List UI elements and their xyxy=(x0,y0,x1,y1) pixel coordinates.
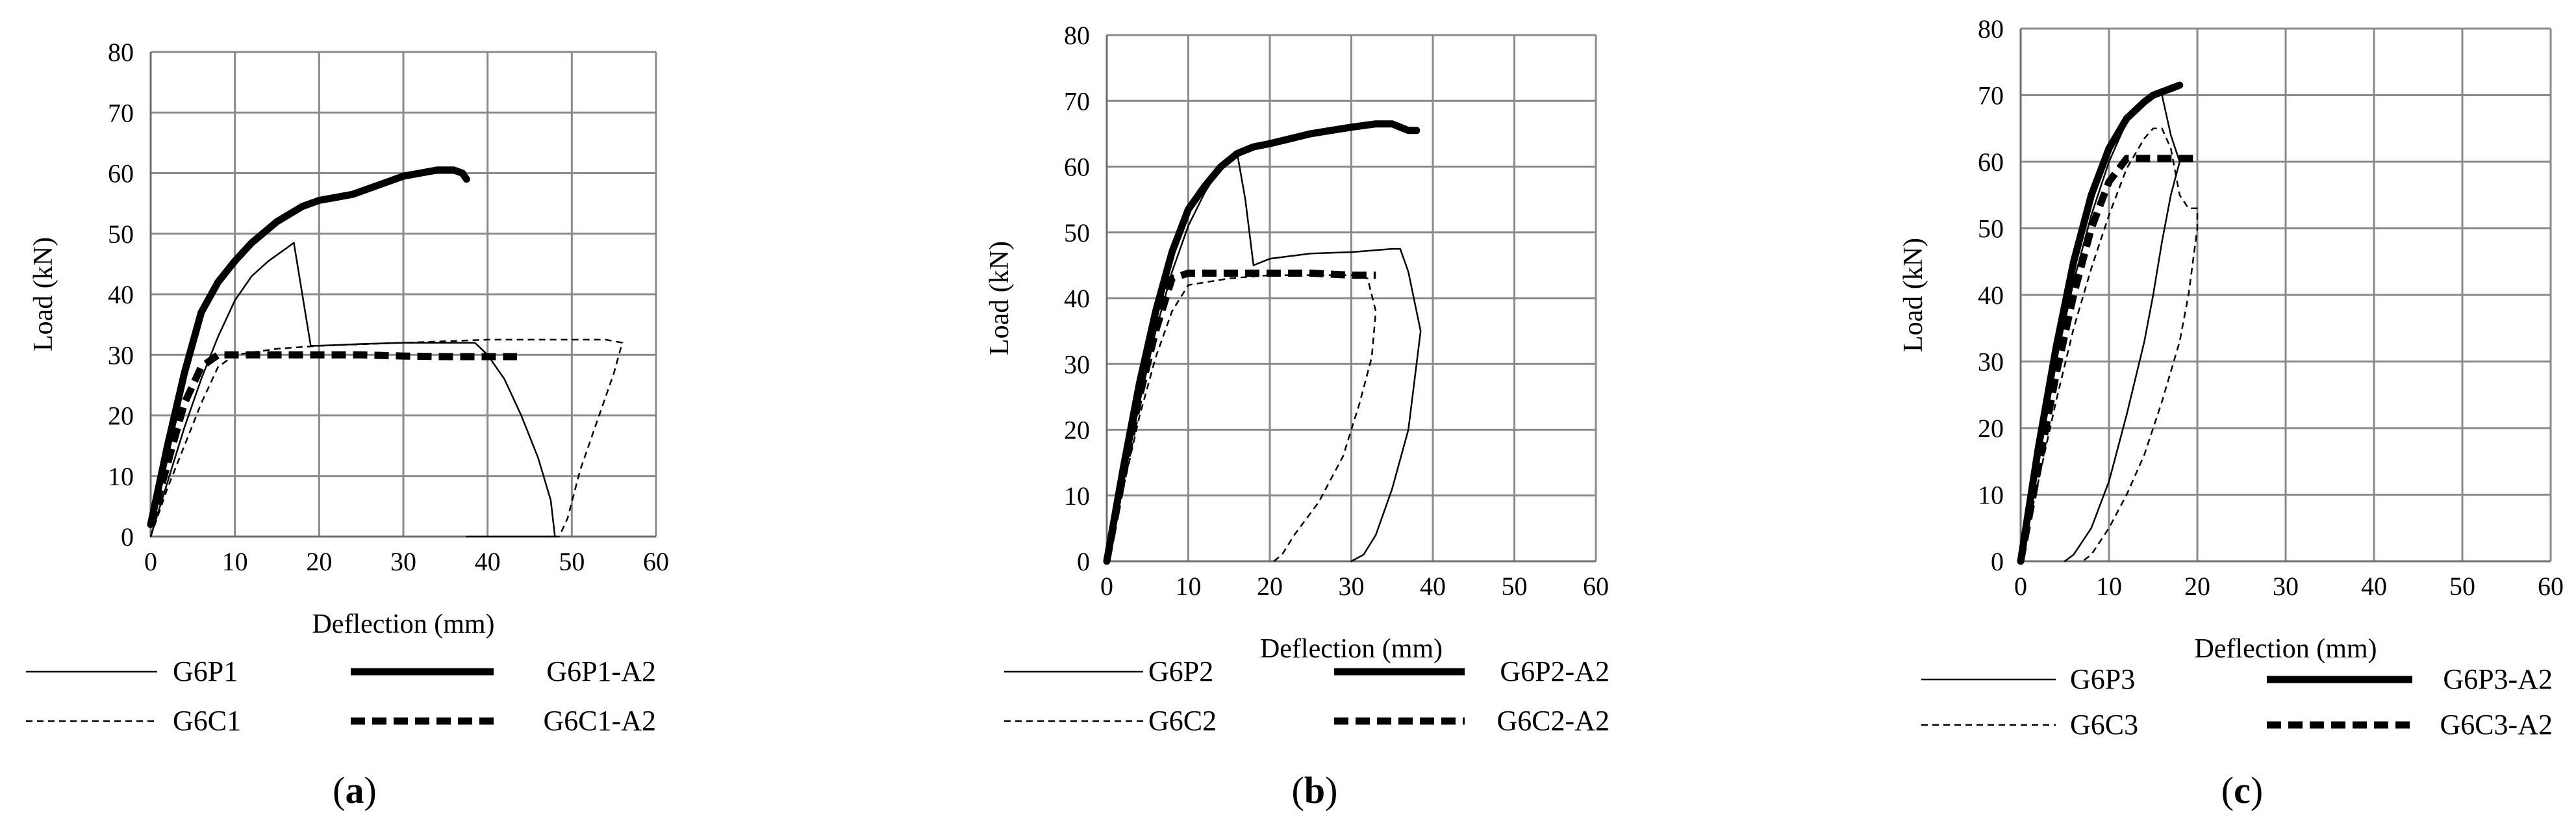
series-line-g6p1 xyxy=(149,242,556,538)
panel-label: (a) xyxy=(333,769,377,811)
y-axis-title: Load (kN) xyxy=(29,237,58,351)
x-tick-label: 30 xyxy=(1339,572,1365,601)
y-tick-label: 40 xyxy=(1978,281,2004,310)
chart-panel-b: 0 10 20 30 40 50 60 0 10 20 30 40 50 60 70 80 Deflection… xyxy=(985,21,1610,811)
y-tick-label: 70 xyxy=(1978,81,2004,110)
y-axis-title: Load (kN) xyxy=(1899,238,1928,352)
legend-label-g6c1: G6C1 xyxy=(173,705,241,737)
y-tick-label: 40 xyxy=(108,280,134,309)
y-tick-label: 60 xyxy=(1064,153,1090,182)
series-line-g6c1-a2 xyxy=(147,351,517,526)
y-axis-title: Load (kN) xyxy=(985,241,1015,355)
chart-panel-a: 0 10 20 30 40 50 60 0 10 20 30 40 50 60 70 80 Deflection… xyxy=(26,38,669,811)
legend-label-g6c3: G6C3 xyxy=(2070,709,2138,741)
legend-label-g6p3-a2: G6P3-A2 xyxy=(2443,663,2553,695)
x-tick-label: 0 xyxy=(1100,572,1113,601)
x-tick-label: 10 xyxy=(2096,572,2122,601)
series-line-g6c3-a2 xyxy=(2017,155,2197,563)
y-tick-label: 80 xyxy=(1978,14,2004,44)
x-tick-label: 50 xyxy=(1502,572,1528,601)
series-line-g6c2 xyxy=(1105,274,1377,562)
y-tick-label: 70 xyxy=(1064,86,1090,116)
legend-label-g6p3: G6P3 xyxy=(2070,663,2135,695)
legend-label-g6c2-a2: G6C2-A2 xyxy=(1496,705,1610,737)
x-tick-label: 50 xyxy=(559,547,585,576)
legend-label-g6p2-a2: G6P2-A2 xyxy=(1500,655,1610,687)
legend: G6P2 G6P2-A2 G6C2 G6C2-A2 xyxy=(1004,655,1610,737)
legend-label-g6c1-a2: G6C1-A2 xyxy=(543,705,656,737)
y-tick-label: 10 xyxy=(1978,481,2004,510)
x-tick-label: 60 xyxy=(643,547,669,576)
legend-label-g6p1: G6P1 xyxy=(173,655,238,687)
y-tick-label: 0 xyxy=(121,522,134,552)
legend: G6P3 G6P3-A2 G6C3 G6C3-A2 xyxy=(1921,663,2553,741)
y-tick-label: 30 xyxy=(1978,348,2004,377)
y-tick-label: 20 xyxy=(1064,416,1090,445)
x-tick-label: 10 xyxy=(1176,572,1202,601)
y-tick-label: 0 xyxy=(1077,547,1090,576)
legend-label-g6p1-a2: G6P1-A2 xyxy=(546,655,656,687)
gridlines xyxy=(149,51,657,538)
y-tick-label: 30 xyxy=(108,340,134,370)
series-line-g6p1-a2 xyxy=(147,166,470,528)
x-tick-label: 40 xyxy=(1420,572,1446,601)
y-tick-label: 80 xyxy=(1064,21,1090,50)
y-tick-label: 50 xyxy=(108,220,134,249)
y-tick-label: 30 xyxy=(1064,349,1090,379)
y-tick-label: 50 xyxy=(1978,214,2004,244)
series-line-g6p2 xyxy=(1105,153,1422,563)
series-group xyxy=(147,166,624,538)
y-tick-label: 60 xyxy=(1978,147,2004,177)
x-tick-label: 30 xyxy=(390,547,416,576)
x-tick-label: 60 xyxy=(2538,572,2564,601)
gridlines xyxy=(1105,34,1597,563)
x-axis-title: Deflection (mm) xyxy=(312,609,494,639)
x-tick-label: 10 xyxy=(222,547,248,576)
series-line-g6c2-a2 xyxy=(1103,270,1376,563)
legend: G6P1 G6P1-A2 G6C1 G6C1-A2 xyxy=(26,655,656,737)
legend-label-g6c3-a2: G6C3-A2 xyxy=(2440,709,2553,741)
y-tick-label: 60 xyxy=(108,159,134,188)
x-tick-label: 20 xyxy=(1257,572,1283,601)
x-tick-label: 0 xyxy=(144,547,157,576)
y-tick-label: 0 xyxy=(1991,547,2004,576)
series-line-g6p2-a2 xyxy=(1103,120,1421,565)
series-group xyxy=(1103,120,1422,565)
x-tick-label: 0 xyxy=(2014,572,2027,601)
y-tick-label: 10 xyxy=(1064,481,1090,511)
y-tick-label: 20 xyxy=(108,401,134,431)
legend-label-g6c2: G6C2 xyxy=(1148,705,1217,737)
y-tick-label: 80 xyxy=(108,38,134,67)
panel-label: (b) xyxy=(1292,769,1338,811)
series-line-g6c3 xyxy=(2019,127,2199,563)
series-line-g6p3-a2 xyxy=(2017,81,2184,565)
x-axis-title: Deflection (mm) xyxy=(2194,634,2377,664)
x-tick-label: 20 xyxy=(2184,572,2210,601)
x-tick-label: 40 xyxy=(2361,572,2387,601)
y-tick-label: 40 xyxy=(1064,284,1090,313)
x-tick-label: 30 xyxy=(2273,572,2299,601)
y-tick-label: 10 xyxy=(108,462,134,491)
x-tick-label: 20 xyxy=(306,547,332,576)
y-tick-label: 70 xyxy=(108,98,134,127)
x-axis-title: Deflection (mm) xyxy=(1260,634,1443,664)
gridlines xyxy=(2019,27,2552,563)
panel-label: (c) xyxy=(2221,769,2263,811)
y-tick-label: 50 xyxy=(1064,218,1090,248)
chart-panel-c: 0 10 20 30 40 50 60 0 10 20 30 40 50 60 70 80 Deflection… xyxy=(1899,14,2564,811)
x-tick-label: 60 xyxy=(1583,572,1609,601)
legend-label-g6p2: G6P2 xyxy=(1148,655,1213,687)
series-line-g6c1 xyxy=(149,338,624,538)
y-tick-label: 20 xyxy=(1978,414,2004,443)
x-tick-label: 40 xyxy=(475,547,501,576)
series-group xyxy=(2017,81,2199,565)
x-tick-label: 50 xyxy=(2449,572,2475,601)
